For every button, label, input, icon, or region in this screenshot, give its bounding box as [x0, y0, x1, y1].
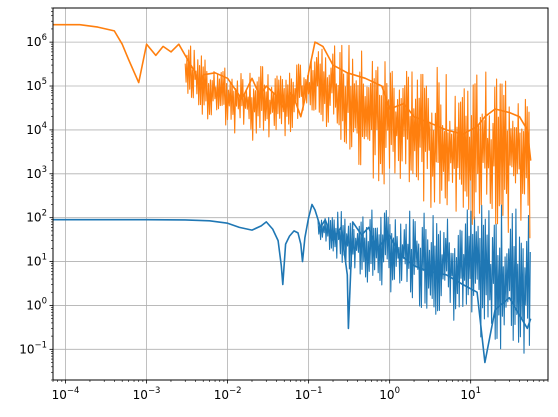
y-tick-label: 105 — [26, 77, 47, 93]
y-tick-label: 103 — [26, 165, 47, 181]
x-tick-label: 10−4 — [52, 386, 80, 402]
x-tick-label: 100 — [379, 386, 400, 402]
x-tick-label: 10−2 — [214, 386, 242, 402]
y-tick-label: 101 — [26, 253, 47, 269]
x-tick-label: 101 — [460, 386, 481, 402]
axis-ticks — [49, 7, 549, 384]
series-2-noise-band — [184, 44, 531, 239]
y-tick-label: 106 — [26, 33, 47, 49]
y-tick-label: 104 — [26, 121, 47, 137]
tick-labels: 10−4 10−3 10−2 10−1 100 101 10−1 100 101 102 103 10… — [19, 33, 481, 402]
series-1-line — [53, 203, 532, 364]
series-1-noise-band — [317, 204, 531, 354]
y-tick-label: 100 — [26, 296, 47, 312]
x-tick-label: 10−1 — [295, 386, 323, 402]
y-tick-label: 102 — [26, 209, 47, 225]
series-2 — [53, 23, 532, 239]
series-layer — [53, 23, 532, 364]
y-tick-label: 10−1 — [19, 340, 47, 356]
series-2-line — [53, 23, 532, 161]
x-tick-label: 10−3 — [133, 386, 161, 402]
series-1 — [53, 203, 532, 364]
